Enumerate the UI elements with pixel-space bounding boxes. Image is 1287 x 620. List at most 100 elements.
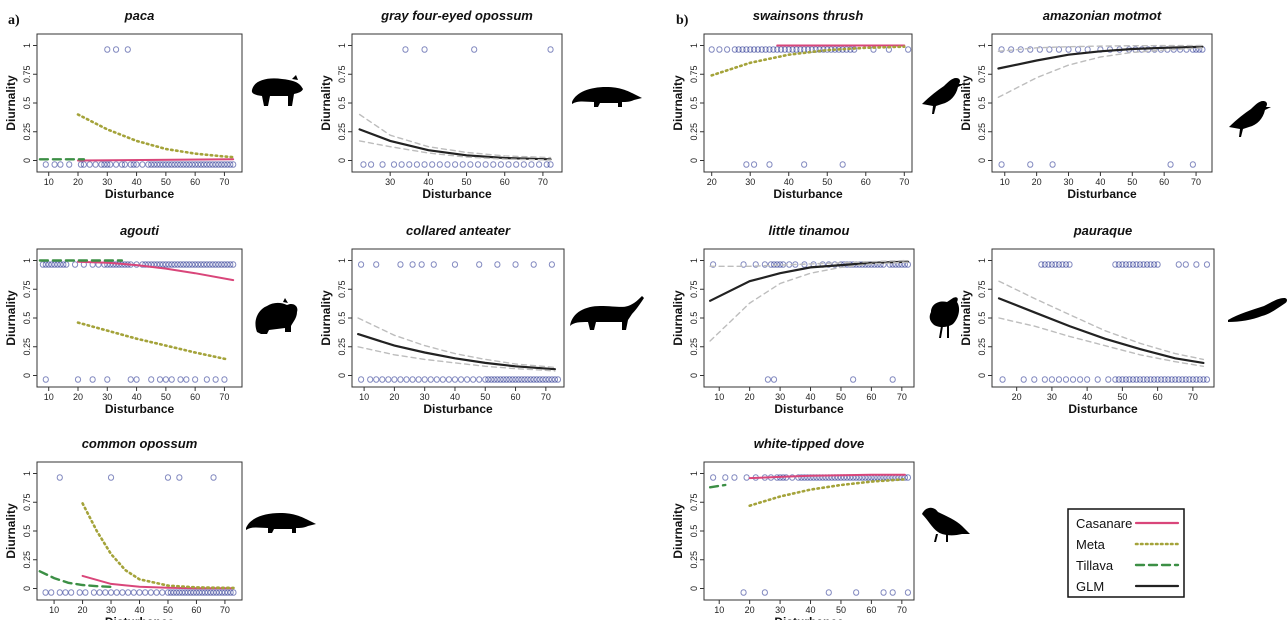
data-point [1020,376,1027,383]
nightjar-silhouette-icon [1228,298,1287,322]
panel-title: amazonian motmot [1043,8,1162,23]
data-point [710,261,717,268]
data-point [497,161,505,168]
data-point [795,474,802,481]
series-line-casanare [748,473,906,480]
data-point [42,161,49,168]
y-tick-label: 1 [689,258,699,263]
data-point [224,161,231,168]
x-tick-label: 50 [161,392,171,402]
data-point [430,261,437,268]
plot-frame [36,248,243,388]
plot-frame [36,33,243,173]
data-point [206,161,213,168]
data-point [1189,161,1196,168]
data-point [767,261,775,268]
data-point [762,46,769,53]
plot-frame [351,248,565,388]
chart-panel: common opossum10203040506070Disturbance0… [4,436,243,620]
data-point [810,474,817,481]
data-point [385,376,392,383]
data-point [764,376,772,383]
confidence-band-line [709,261,909,342]
series-line-meta [748,478,907,507]
y-tick-label: 0.25 [22,338,32,356]
series-line-casanare [77,260,235,282]
data-point [124,46,131,53]
silhouette-shape [292,75,298,80]
x-tick-label: 30 [420,392,430,402]
data-point [212,161,219,168]
data-point [403,376,410,383]
data-point [758,46,765,53]
y-tick-label: 0.5 [22,97,32,110]
x-axis-title: Disturbance [773,187,843,201]
data-point [1027,161,1034,168]
data-point [436,161,443,168]
panel-title: white-tipped dove [754,436,865,451]
data-point [98,161,105,168]
x-tick-label: 50 [163,605,173,615]
data-point [373,376,380,383]
data-point [793,46,800,53]
y-tick-label: 0.25 [689,338,699,356]
data-point [360,161,367,168]
data-point [1122,261,1130,268]
x-tick-label: 60 [190,392,200,402]
data-point [439,376,446,383]
data-point [60,261,67,268]
silhouette-shape [922,78,964,114]
x-tick-label: 20 [73,392,83,402]
data-point [1062,261,1070,268]
data-point [192,376,199,383]
data-point [197,261,205,268]
data-point [80,161,87,168]
data-point [224,261,231,268]
data-point [1140,376,1147,383]
observation-points [999,261,1211,383]
silhouette-shape [1229,101,1271,137]
plot-frame [703,33,913,173]
data-point [724,46,731,53]
data-point [1196,376,1204,383]
data-point [174,261,181,268]
data-point [1150,261,1158,268]
data-point [1055,46,1063,53]
data-point [189,261,196,268]
data-point [218,261,225,268]
data-point [133,376,140,383]
data-point [1059,261,1066,268]
x-tick-label: 40 [423,177,433,187]
data-point [754,46,762,53]
silhouette-shape [255,302,298,334]
data-point [1112,376,1119,383]
data-point [825,589,832,596]
data-point [42,376,49,383]
x-tick-label: 20 [745,605,755,615]
series-line-meta [76,321,229,361]
data-point [459,161,466,168]
y-axis-title: Diurnality [4,290,18,346]
data-point [1140,261,1147,268]
data-point [444,161,451,168]
x-tick-label: 40 [1095,177,1105,187]
data-point [413,161,421,168]
data-point [530,261,537,268]
data-point [227,261,234,268]
data-point [497,376,504,383]
data-point [409,376,416,383]
x-tick-label: 60 [866,605,876,615]
data-point [1031,376,1038,383]
x-tick-label: 40 [450,392,460,402]
data-point [476,261,483,268]
data-point [68,589,75,596]
data-point [735,46,742,53]
data-point [1158,376,1165,383]
data-point [104,376,111,383]
data-point [731,46,738,53]
plot-frame [36,461,243,601]
data-point [880,589,887,596]
x-tick-label: 70 [219,392,229,402]
